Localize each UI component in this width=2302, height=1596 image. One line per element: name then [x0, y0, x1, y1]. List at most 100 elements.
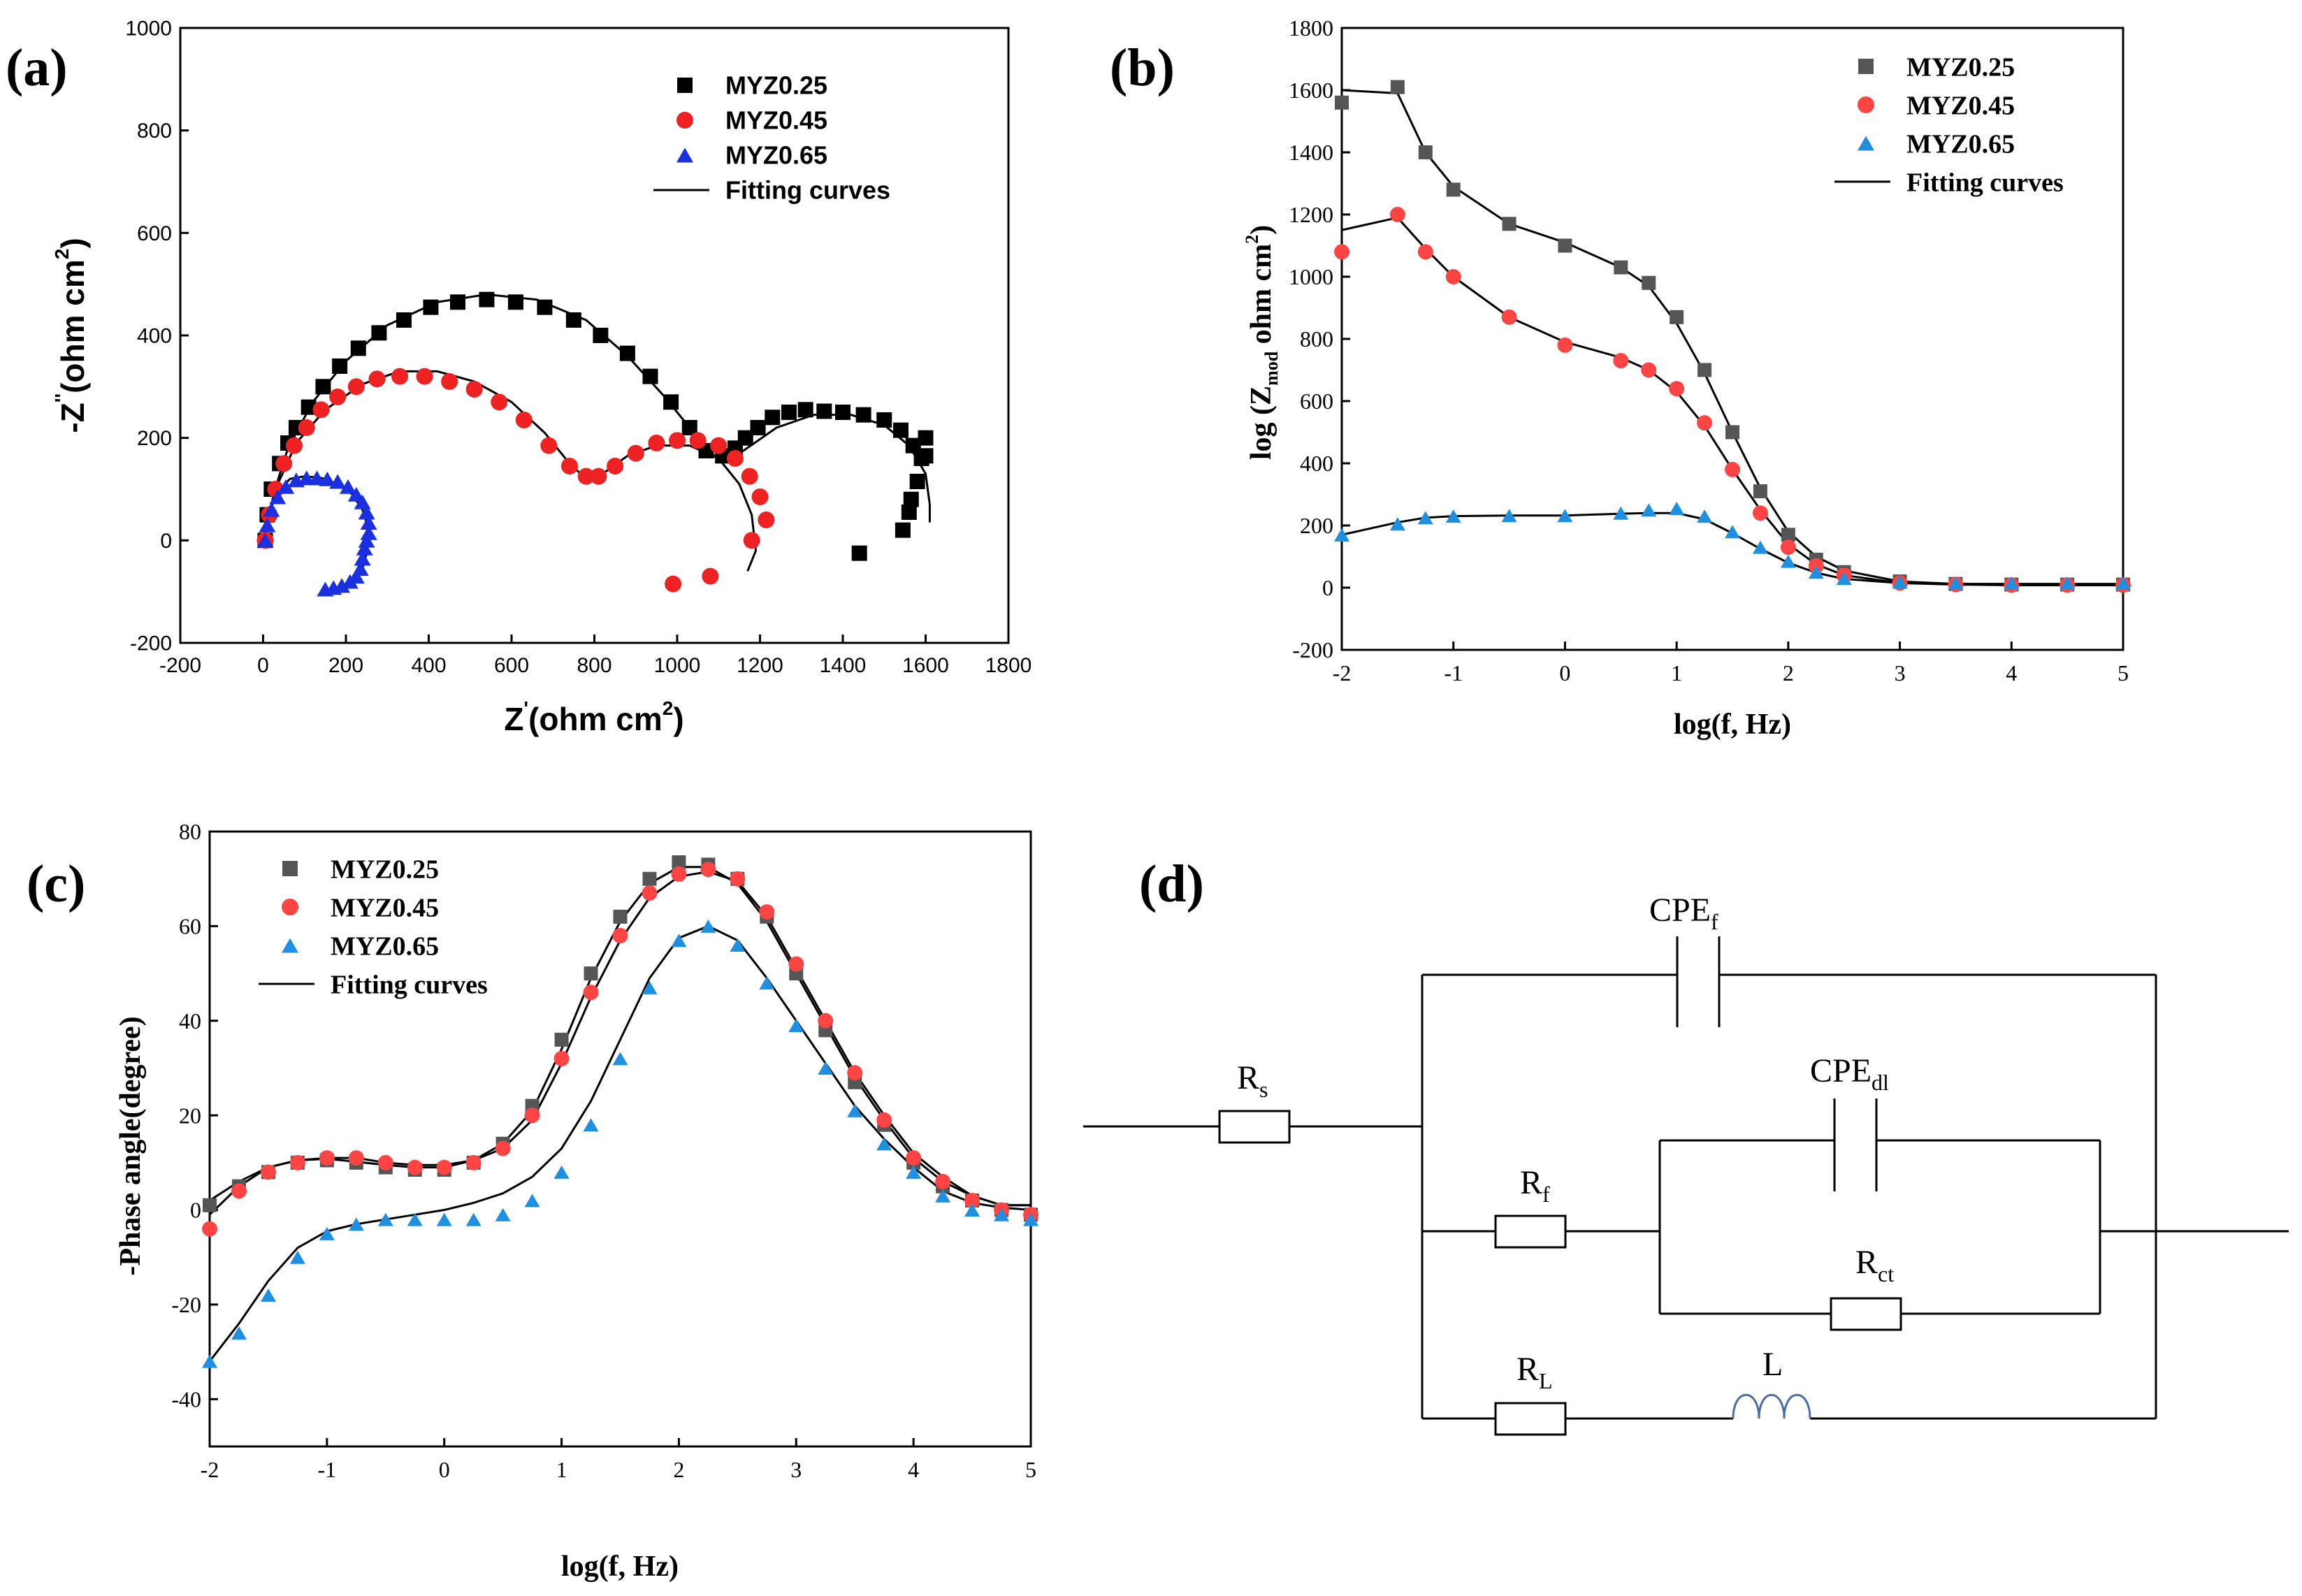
data-point-a-myz045	[329, 389, 347, 405]
data-point-a-myz025	[816, 403, 832, 419]
data-point-a-myz025	[901, 505, 917, 520]
data-point-c-myz065	[231, 1326, 247, 1340]
legend-label: Fitting curves	[331, 970, 488, 999]
x-tick-label-c: 4	[908, 1457, 919, 1482]
data-point-a-myz025	[909, 474, 925, 489]
panel-label-b: (b)	[1110, 38, 1175, 97]
data-points-c	[202, 855, 1038, 1368]
y-tick-label-b: 1400	[1289, 140, 1333, 165]
plot-frame-c	[208, 830, 1032, 1448]
data-point-c-myz045	[231, 1183, 247, 1199]
data-point-c-myz065	[524, 1194, 540, 1207]
data-point-b-myz065	[1557, 509, 1573, 523]
data-point-c-myz045	[876, 1112, 892, 1128]
data-point-a-myz045	[275, 455, 293, 472]
data-point-c-myz025	[642, 871, 657, 886]
data-point-a-myz025	[918, 430, 934, 446]
data-point-a-myz065	[347, 486, 365, 502]
data-point-b-myz065	[1641, 503, 1657, 517]
x-tick-label-a: 200	[328, 654, 363, 677]
data-point-c-myz065	[348, 1217, 364, 1231]
data-point-c-myz065	[847, 1103, 863, 1117]
data-point-b-myz065	[1836, 572, 1852, 586]
data-point-a-myz045	[285, 437, 303, 454]
data-point-a-myz025	[855, 407, 871, 423]
x-tick-label-a: 1400	[820, 654, 867, 677]
data-point-a-myz025	[371, 325, 387, 341]
data-points-b	[1334, 80, 2131, 593]
data-point-b-myz025	[1642, 275, 1656, 290]
data-point-b-myz065	[1501, 509, 1517, 523]
y-tick-label-c: 60	[179, 914, 201, 939]
data-point-b-myz065	[1389, 517, 1405, 531]
data-point-c-myz065	[935, 1189, 951, 1203]
data-point-c-myz045	[465, 1154, 482, 1170]
data-point-c-myz065	[553, 1165, 570, 1179]
data-point-c-myz065	[642, 980, 658, 994]
y-tick-label-a: 0	[160, 530, 172, 553]
data-point-a-myz025	[301, 399, 317, 415]
data-point-a-myz065	[319, 471, 336, 486]
x-tick-label-b: 2	[1783, 660, 1794, 685]
data-point-a-myz025	[315, 379, 331, 395]
data-point-c-myz045	[524, 1108, 540, 1124]
resistor-rs	[1218, 1110, 1291, 1144]
data-point-b-myz045	[1780, 539, 1796, 556]
data-point-a-myz025	[835, 405, 850, 420]
data-point-c-myz065	[583, 1118, 599, 1132]
data-point-a-myz025	[905, 437, 921, 454]
data-point-c-myz045	[906, 1150, 922, 1166]
legend-label: Fitting curves	[1906, 168, 2064, 197]
data-point-a-myz065	[308, 470, 326, 486]
y-tick-label-a: 600	[137, 222, 172, 245]
data-point-b-myz045	[1417, 244, 1433, 260]
legend-marker-myz065	[282, 938, 298, 953]
y-tick-label-b: -200	[1292, 637, 1333, 662]
data-point-c-myz045	[935, 1173, 951, 1189]
axis-ticks-a: -200 0 200 400 600 800 1000 1200 1400 1600 1800 -20…	[125, 17, 1031, 678]
data-point-b-myz065	[1780, 554, 1796, 568]
data-point-b-myz025	[1753, 484, 1767, 499]
data-point-c-myz045	[730, 871, 746, 887]
data-point-a-myz025	[507, 294, 523, 310]
data-point-b-myz065	[1752, 540, 1768, 554]
data-point-b-myz025	[1418, 145, 1433, 159]
data-point-a-myz065	[263, 502, 280, 517]
data-point-a-myz025	[423, 299, 439, 315]
data-point-b-myz065	[1417, 511, 1433, 525]
x-tick-label-a: 0	[257, 654, 269, 677]
x-tick-label-a: 1000	[654, 654, 701, 677]
data-point-a-myz045	[368, 370, 386, 388]
x-tick-label-c: -2	[201, 1457, 219, 1482]
panel-a-nyquist-plot: (a) -200 0 200 400 600 800 1000 1200 1400 1600 180…	[6, 17, 1031, 738]
data-point-b-myz045	[1334, 244, 1349, 260]
x-tick-label-a: 1800	[985, 654, 1032, 677]
data-point-a-myz025	[663, 394, 679, 410]
x-axis-label-c: log(f, Hz)	[561, 1551, 679, 1583]
data-point-b-myz065	[1445, 509, 1461, 523]
data-point-b-myz045	[1557, 337, 1573, 353]
data-point-b-myz065	[1808, 565, 1824, 579]
y-tick-label-c: 0	[190, 1198, 201, 1223]
data-point-a-myz045	[491, 393, 508, 411]
legend-label: Fitting curves	[725, 176, 890, 205]
data-point-c-myz045	[788, 956, 804, 972]
data-point-a-myz025	[876, 412, 892, 428]
y-tick-label-b: 0	[1322, 575, 1333, 600]
data-point-a-myz045	[347, 378, 365, 396]
y-tick-label-b: 1000	[1289, 264, 1333, 289]
data-point-a-myz045	[416, 368, 433, 385]
data-point-a-myz045	[465, 381, 483, 398]
data-point-a-myz025	[851, 545, 867, 561]
legend-b: MYZ0.25 MYZ0.45 MYZ0.65 Fitting curves	[1834, 52, 2064, 197]
data-point-c-myz065	[377, 1212, 393, 1226]
data-point-c-myz065	[759, 976, 775, 990]
data-point-b-myz045	[1445, 269, 1461, 284]
legend-a: MYZ0.25 MYZ0.45 MYZ0.65 Fitting curves	[653, 71, 890, 205]
legend-c: MYZ0.25 MYZ0.45 MYZ0.65 Fitting curves	[259, 855, 488, 999]
legend-marker-myz045	[676, 112, 693, 129]
x-tick-label-b: 0	[1559, 660, 1570, 685]
data-point-c-myz065	[436, 1212, 452, 1226]
panel-b-bode-modulus-plot: (b) -2 -1 0 1 2 3 4 5 -200 0 200 400 600 800 1000 1200 1…	[1110, 15, 2131, 741]
y-tick-label-c: -20	[171, 1292, 201, 1317]
